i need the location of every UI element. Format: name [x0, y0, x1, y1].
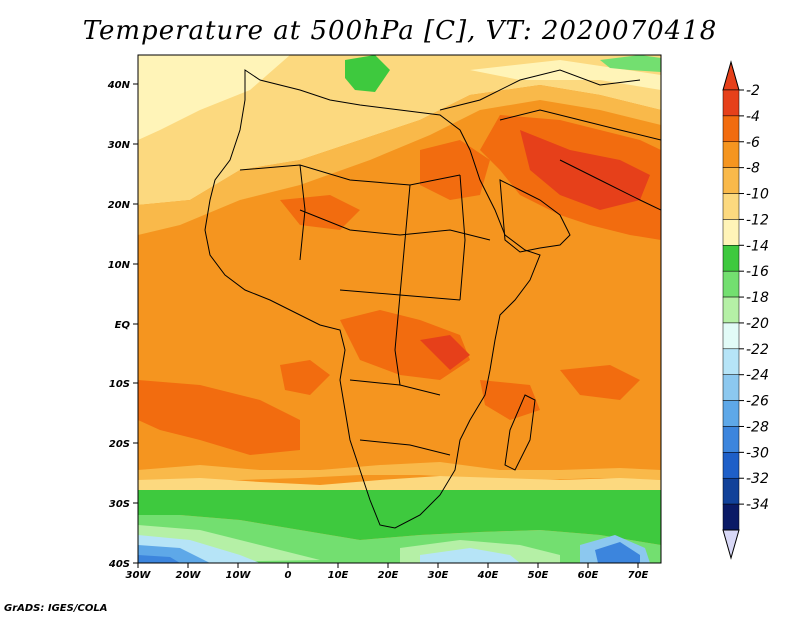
colorbar-label: -34	[746, 497, 769, 513]
colorbar-cell	[722, 452, 740, 479]
colorbar-cell	[722, 426, 740, 453]
colorbar-label: -26	[746, 394, 769, 410]
lon-tick-label: 20E	[378, 570, 399, 581]
colorbar-label: -28	[746, 419, 769, 435]
colorbar-top-arrow	[722, 60, 740, 91]
colorbar-cell	[722, 270, 740, 298]
lat-tick-label: 20S	[109, 439, 130, 450]
lat-tick-label: 10S	[109, 379, 130, 390]
colorbar-label: -16	[746, 264, 769, 280]
colorbar-label: -24	[746, 368, 769, 384]
lon-tick-label: 20W	[176, 570, 202, 581]
colorbar-label: -8	[746, 161, 760, 177]
colorbar-label: -18	[746, 290, 769, 306]
lon-tick-label: 30W	[126, 570, 152, 581]
colorbar-cell	[722, 115, 740, 143]
colorbar: -2 -4 -6 -8 -10 -12 -14 -16 -18 -20 -22 -24 -26 -28 -3…	[722, 60, 769, 560]
colorbar-cell	[722, 374, 740, 401]
colorbar-cell	[722, 296, 740, 324]
colorbar-label: -12	[746, 212, 769, 228]
lat-tick-label: 30N	[108, 140, 131, 151]
lon-tick-label: 60E	[578, 570, 599, 581]
colorbar-cell	[722, 219, 740, 246]
colorbar-label: -10	[746, 187, 769, 203]
coastlines	[204, 69, 661, 529]
lon-tick-label: 30E	[428, 570, 449, 581]
colorbar-cell	[722, 167, 740, 194]
colorbar-cell	[722, 141, 740, 168]
lat-tick-label: 10N	[108, 260, 131, 271]
colorbar-label: -22	[746, 342, 769, 358]
colorbar-bottom-arrow	[722, 529, 740, 560]
lat-tick-label: EQ	[115, 320, 131, 331]
colorbar-label: -4	[746, 109, 760, 125]
colorbar-cell	[722, 503, 740, 531]
colorbar-cell	[722, 322, 740, 350]
lat-tick-label: 40S	[108, 559, 130, 570]
lat-tick-labels: 40S 30S 20S 10S EQ 10N 20N 30N 40N	[107, 80, 131, 570]
colorbar-label: -30	[746, 445, 769, 461]
credit-text: GrADS: IGES/COLA	[4, 603, 108, 614]
colorbar-cells	[722, 89, 740, 531]
colorbar-labels: -2 -4 -6 -8 -10 -12 -14 -16 -18 -20 -22 -24 -26 -28 -3…	[739, 83, 769, 513]
colorbar-label: -2	[746, 83, 760, 99]
colorbar-label: -6	[746, 135, 760, 151]
temperature-field	[138, 55, 661, 563]
colorbar-cell	[722, 477, 740, 505]
colorbar-cell	[722, 89, 740, 117]
lon-tick-label: 50E	[528, 570, 549, 581]
colorbar-cell	[722, 400, 740, 427]
colorbar-label: -32	[746, 471, 769, 487]
lon-tick-label: 10E	[328, 570, 349, 581]
lat-tick-label: 40N	[107, 80, 131, 91]
colorbar-label: -14	[746, 238, 769, 254]
colorbar-cell	[722, 245, 740, 272]
lon-tick-label: 0	[285, 570, 292, 581]
lon-tick-labels: 30W 20W 10W 0 10E 20E 30E 40E 50E 60E 70…	[126, 570, 649, 581]
lat-tick-label: 30S	[109, 499, 130, 510]
colorbar-cell	[722, 193, 740, 220]
colorbar-label: -20	[746, 316, 769, 332]
lon-tick-label: 40E	[477, 570, 499, 581]
lon-tick-label: 70E	[628, 570, 649, 581]
axis-ticks	[133, 83, 639, 568]
plot-frame	[137, 54, 662, 564]
colorbar-cell	[722, 348, 740, 375]
lat-tick-label: 20N	[108, 200, 131, 211]
map-title: Temperature at 500hPa [C], VT: 202007041…	[82, 16, 718, 46]
lon-tick-label: 10W	[226, 570, 252, 581]
